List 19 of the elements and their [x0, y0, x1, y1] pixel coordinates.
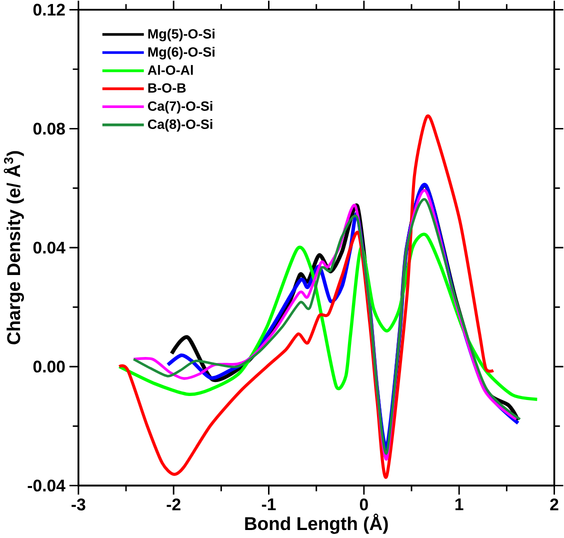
- x-tick-label: -3: [72, 498, 86, 511]
- y-axis-title: Charge Density (e/ Å$^{3}$): [4, 151, 24, 344]
- y-tick-label: -0.04: [28, 480, 66, 492]
- legend-label: Mg(5)-O-Si: [148, 28, 214, 42]
- x-axis-title: Bond Length (Å): [245, 514, 388, 534]
- y-tick-label: 0.08: [33, 122, 65, 135]
- y-tick-label: 0.12: [33, 4, 65, 16]
- legend-label: B-O-B: [148, 83, 186, 93]
- legend-label: Al-O-Al: [148, 65, 193, 76]
- y-tick-label: 0.00: [33, 360, 65, 373]
- x-tick-label: -1: [262, 498, 276, 510]
- x-tick-label: 1: [455, 498, 464, 510]
- legend-label: Ca(7)-O-Si: [148, 101, 212, 114]
- legend-label: Ca(8)-O-Si: [148, 119, 212, 132]
- y-tick-label: 0.04: [33, 242, 66, 254]
- x-tick-label: 2: [550, 498, 558, 510]
- x-tick-label: 0: [360, 498, 368, 511]
- legend-label: Mg(6)-O-Si: [148, 47, 214, 60]
- x-tick-label: -2: [166, 498, 180, 510]
